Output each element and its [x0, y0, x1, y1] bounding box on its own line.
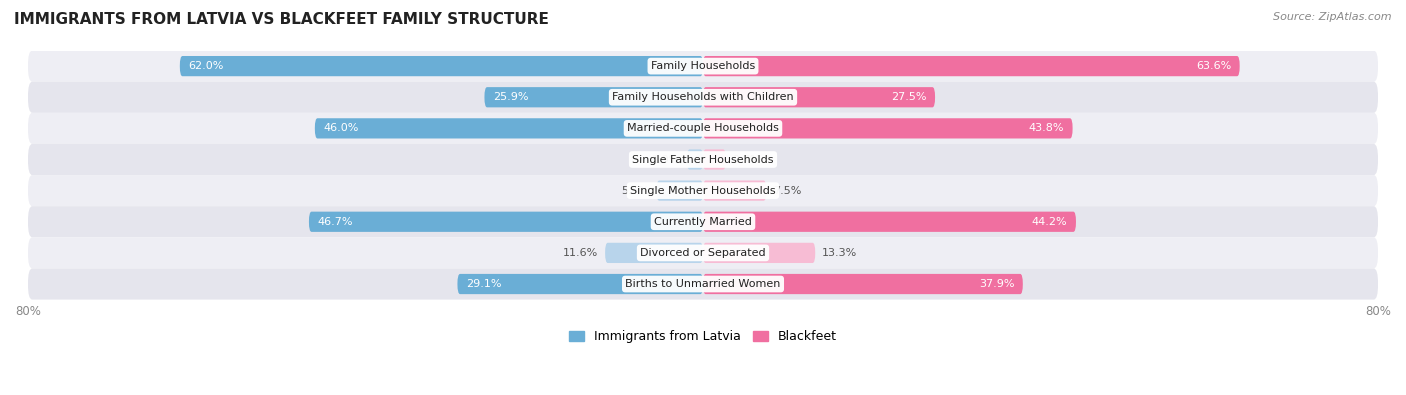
Text: 46.7%: 46.7% — [318, 217, 353, 227]
FancyBboxPatch shape — [28, 237, 1378, 269]
Text: 25.9%: 25.9% — [494, 92, 529, 102]
Text: 27.5%: 27.5% — [891, 92, 927, 102]
Text: 2.7%: 2.7% — [733, 154, 761, 164]
FancyBboxPatch shape — [703, 181, 766, 201]
FancyBboxPatch shape — [28, 175, 1378, 206]
Text: Currently Married: Currently Married — [654, 217, 752, 227]
Legend: Immigrants from Latvia, Blackfeet: Immigrants from Latvia, Blackfeet — [564, 325, 842, 348]
FancyBboxPatch shape — [657, 181, 703, 201]
FancyBboxPatch shape — [703, 87, 935, 107]
Text: 43.8%: 43.8% — [1029, 123, 1064, 134]
Text: Source: ZipAtlas.com: Source: ZipAtlas.com — [1274, 12, 1392, 22]
Text: 5.5%: 5.5% — [621, 186, 650, 196]
FancyBboxPatch shape — [605, 243, 703, 263]
Text: 13.3%: 13.3% — [823, 248, 858, 258]
Text: 44.2%: 44.2% — [1032, 217, 1067, 227]
FancyBboxPatch shape — [703, 118, 1073, 139]
Text: Single Father Households: Single Father Households — [633, 154, 773, 164]
Text: 11.6%: 11.6% — [564, 248, 599, 258]
Text: Births to Unmarried Women: Births to Unmarried Women — [626, 279, 780, 289]
Text: Family Households: Family Households — [651, 61, 755, 71]
Text: 7.5%: 7.5% — [773, 186, 801, 196]
Text: Family Households with Children: Family Households with Children — [612, 92, 794, 102]
FancyBboxPatch shape — [703, 56, 1240, 76]
FancyBboxPatch shape — [28, 51, 1378, 82]
Text: Divorced or Separated: Divorced or Separated — [640, 248, 766, 258]
FancyBboxPatch shape — [180, 56, 703, 76]
Text: 62.0%: 62.0% — [188, 61, 224, 71]
FancyBboxPatch shape — [703, 212, 1076, 232]
FancyBboxPatch shape — [703, 149, 725, 169]
FancyBboxPatch shape — [485, 87, 703, 107]
Text: 63.6%: 63.6% — [1197, 61, 1232, 71]
Text: IMMIGRANTS FROM LATVIA VS BLACKFEET FAMILY STRUCTURE: IMMIGRANTS FROM LATVIA VS BLACKFEET FAMI… — [14, 12, 548, 27]
FancyBboxPatch shape — [457, 274, 703, 294]
FancyBboxPatch shape — [309, 212, 703, 232]
FancyBboxPatch shape — [315, 118, 703, 139]
FancyBboxPatch shape — [28, 206, 1378, 237]
FancyBboxPatch shape — [28, 144, 1378, 175]
FancyBboxPatch shape — [28, 82, 1378, 113]
Text: Single Mother Households: Single Mother Households — [630, 186, 776, 196]
Text: Married-couple Households: Married-couple Households — [627, 123, 779, 134]
FancyBboxPatch shape — [703, 274, 1022, 294]
FancyBboxPatch shape — [688, 149, 703, 169]
Text: 46.0%: 46.0% — [323, 123, 359, 134]
Text: 1.9%: 1.9% — [652, 154, 681, 164]
FancyBboxPatch shape — [28, 113, 1378, 144]
Text: 37.9%: 37.9% — [979, 279, 1014, 289]
FancyBboxPatch shape — [28, 269, 1378, 299]
FancyBboxPatch shape — [703, 243, 815, 263]
Text: 29.1%: 29.1% — [465, 279, 502, 289]
